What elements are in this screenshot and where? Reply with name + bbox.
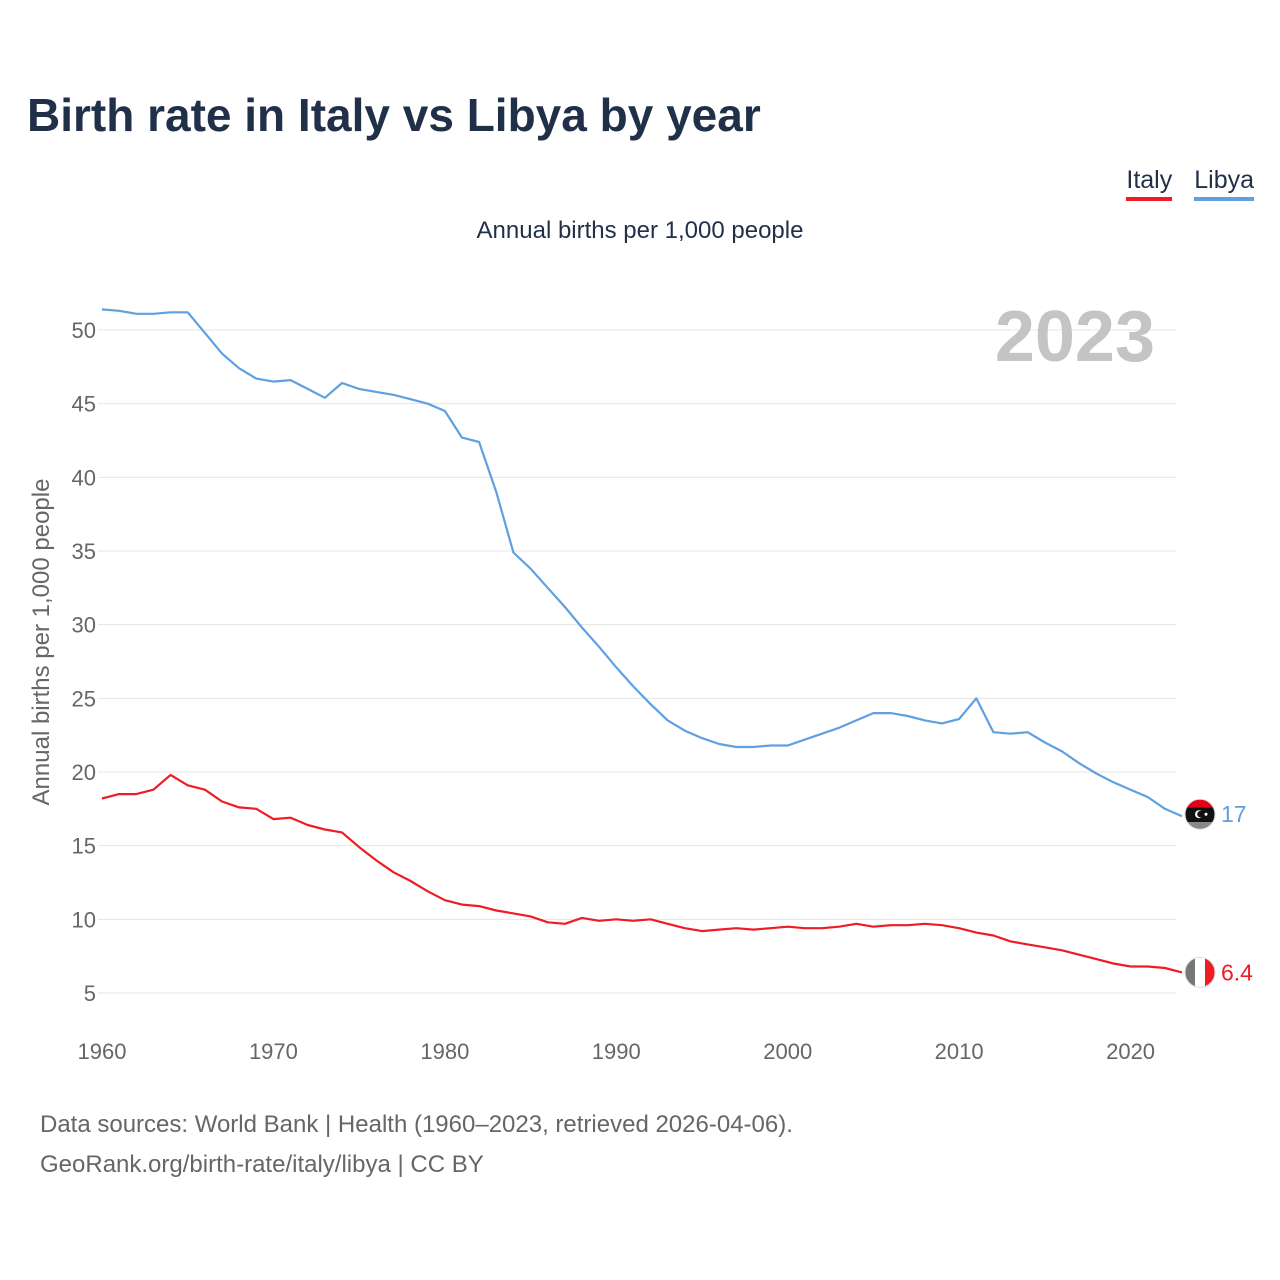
- y-tick-label: 40: [72, 465, 96, 490]
- y-tick-label: 50: [72, 318, 96, 343]
- y-tick-label: 10: [72, 907, 96, 932]
- y-tick-label: 15: [72, 834, 96, 859]
- series-line-italy: [101, 773, 1183, 974]
- y-axis-ticks: 5 10 15 20 25 30 35 40 45 50: [72, 318, 96, 1006]
- legend-item-libya[interactable]: Libya: [1194, 166, 1254, 201]
- x-tick-label: 1980: [420, 1039, 469, 1064]
- gridlines: [98, 329, 1176, 994]
- y-tick-label: 35: [72, 539, 96, 564]
- flag-italy-icon: [1184, 956, 1216, 988]
- x-tick-label: 2020: [1106, 1039, 1155, 1064]
- end-value-label-italy: 6.4: [1221, 959, 1253, 985]
- series-lines: [101, 308, 1183, 974]
- series-end-markers: 6.4 17: [1184, 798, 1253, 988]
- chart-subtitle: Annual births per 1,000 people: [476, 217, 804, 244]
- chart-title: Birth rate in Italy vs Libya by year: [27, 89, 761, 141]
- y-tick-label: 5: [84, 981, 96, 1006]
- y-tick-label: 25: [72, 686, 96, 711]
- x-tick-label: 2010: [935, 1039, 984, 1064]
- y-tick-label: 45: [72, 392, 96, 417]
- x-tick-label: 2000: [763, 1039, 812, 1064]
- x-tick-label: 1970: [249, 1039, 298, 1064]
- x-tick-label: 1960: [78, 1039, 127, 1064]
- y-tick-label: 20: [72, 760, 96, 785]
- x-axis-ticks: 1960 1970 1980 1990 2000 2010 2020: [78, 1039, 1156, 1064]
- y-tick-label: 30: [72, 613, 96, 638]
- year-watermark: 2023: [995, 297, 1155, 377]
- data-source-note: Data sources: World Bank | Health (1960–…: [40, 1111, 793, 1138]
- flag-libya-icon: [1184, 798, 1216, 830]
- end-value-label-libya: 17: [1221, 801, 1247, 827]
- source-link[interactable]: GeoRank.org/birth-rate/italy/libya | CC …: [40, 1151, 484, 1178]
- line-chart: 5 10 15 20 25 30 35 40 45 50 1960 1970 1980 1990 2000…: [72, 297, 1254, 1064]
- footer: Data sources: World Bank | Health (1960–…: [40, 1105, 793, 1185]
- legend-item-italy[interactable]: Italy: [1126, 166, 1173, 201]
- x-tick-label: 1990: [592, 1039, 641, 1064]
- legend: Italy Libya: [1126, 166, 1254, 201]
- series-line-libya: [101, 308, 1183, 818]
